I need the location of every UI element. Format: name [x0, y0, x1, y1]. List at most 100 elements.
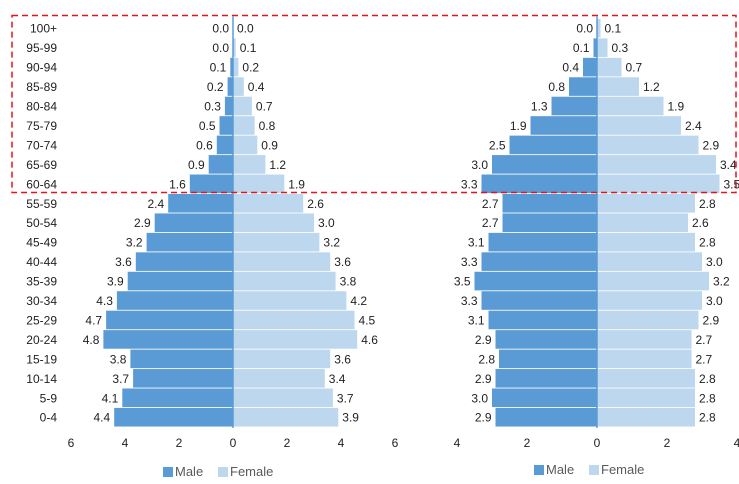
- legend: Male Female: [534, 462, 644, 477]
- value-label-male-50-54: 2.7: [482, 216, 499, 230]
- x-tick-label: 4: [122, 436, 129, 450]
- age-group-label-85-89: 85-89: [26, 80, 57, 94]
- highlight-box-elderly: [11, 14, 737, 194]
- bar-male-80-84: [224, 96, 233, 116]
- bar-male-20-24: [495, 330, 597, 349]
- x-tick-label: 2: [664, 436, 671, 450]
- age-group-label-95-99: 95-99: [26, 41, 57, 55]
- value-label-female-40-44: 3.6: [334, 255, 351, 269]
- value-label-female-55-59: 2.6: [307, 197, 324, 211]
- age-group-label-70-74: 70-74: [26, 138, 57, 152]
- bar-female-10-14: [597, 369, 695, 388]
- value-label-female-75-79: 2.4: [685, 119, 702, 133]
- legend: Male Female: [163, 464, 273, 479]
- value-label-male-55-59: 2.4: [148, 197, 165, 211]
- bar-female-100+: [597, 18, 601, 38]
- bar-female-45-49: [233, 232, 320, 252]
- bar-female-75-79: [233, 116, 255, 135]
- value-label-male-20-24: 4.8: [83, 333, 100, 347]
- x-tick-label: 4: [338, 436, 345, 450]
- legend-label-male: Male: [175, 464, 203, 479]
- bar-male-75-79: [530, 116, 597, 135]
- value-label-male-25-29: 4.7: [85, 313, 102, 327]
- bar-male-5-9: [122, 388, 233, 408]
- bar-male-10-14: [133, 369, 233, 388]
- legend-swatch-male: [534, 465, 544, 475]
- value-label-male-70-74: 0.6: [196, 138, 213, 152]
- value-label-male-60-64: 1.6: [169, 177, 186, 191]
- value-label-female-90-94: 0.2: [242, 61, 259, 75]
- value-label-female-15-19: 2.7: [696, 352, 713, 366]
- legend-label-female: Female: [601, 462, 644, 477]
- legend-label-male: Male: [546, 462, 574, 477]
- value-label-male-95-99: 0.1: [573, 41, 590, 55]
- bar-male-65-69: [208, 155, 233, 174]
- value-label-female-100+: 0.1: [605, 22, 622, 36]
- age-group-label-35-39: 35-39: [26, 275, 57, 289]
- value-label-male-45-49: 3.2: [126, 236, 143, 250]
- bar-female-20-24: [597, 330, 692, 349]
- bar-female-90-94: [597, 57, 622, 77]
- bar-male-5-9: [492, 388, 597, 408]
- bar-female-50-54: [233, 213, 314, 233]
- value-label-female-75-79: 0.8: [259, 119, 276, 133]
- value-label-female-100+: 0.0: [237, 22, 254, 36]
- value-label-male-40-44: 3.6: [115, 255, 132, 269]
- age-group-label-20-24: 20-24: [26, 333, 57, 347]
- bar-male-55-59: [168, 193, 233, 213]
- value-label-male-30-34: 3.3: [461, 294, 478, 308]
- bar-female-30-34: [233, 291, 347, 310]
- age-group-label-50-54: 50-54: [26, 216, 57, 230]
- bar-female-40-44: [233, 252, 331, 271]
- value-label-male-20-24: 2.9: [475, 333, 492, 347]
- bar-male-60-64: [481, 174, 597, 194]
- value-label-female-45-49: 3.2: [323, 236, 340, 250]
- pyramid-chart-left: 4.4 3.9 0-4 4.1 3.7 5-9 3.7 3.4 10-14 3.8 3.6 15-19…: [26, 16, 399, 479]
- value-label-female-0-4: 3.9: [342, 411, 359, 425]
- bar-female-50-54: [597, 213, 688, 233]
- value-label-male-25-29: 3.1: [468, 313, 485, 327]
- bar-female-60-64: [597, 174, 720, 194]
- bar-female-0-4: [597, 407, 695, 427]
- value-label-female-20-24: 4.6: [361, 333, 378, 347]
- value-label-male-80-84: 1.3: [531, 100, 548, 114]
- bar-male-45-49: [488, 232, 597, 252]
- bar-female-15-19: [233, 349, 331, 369]
- value-label-female-85-89: 1.2: [643, 80, 660, 94]
- value-label-male-85-89: 0.8: [548, 80, 565, 94]
- value-label-female-50-54: 3.0: [318, 216, 335, 230]
- bar-male-65-69: [492, 155, 597, 174]
- value-label-female-85-89: 0.4: [248, 80, 265, 94]
- bar-female-25-29: [597, 310, 699, 330]
- x-tick-label: 4: [454, 436, 461, 450]
- bar-male-40-44: [135, 252, 233, 271]
- value-label-female-50-54: 2.6: [692, 216, 709, 230]
- value-label-female-90-94: 0.7: [626, 61, 643, 75]
- value-label-female-10-14: 2.8: [699, 372, 716, 386]
- value-label-male-55-59: 2.7: [482, 197, 499, 211]
- age-group-label-0-4: 0-4: [40, 411, 58, 425]
- age-group-label-75-79: 75-79: [26, 119, 57, 133]
- bar-male-75-79: [219, 116, 233, 135]
- bar-male-30-34: [116, 291, 233, 310]
- bar-female-25-29: [233, 310, 355, 330]
- bar-male-55-59: [502, 193, 597, 213]
- bar-male-85-89: [227, 77, 233, 96]
- bar-male-0-4: [495, 407, 597, 427]
- bar-male-10-14: [495, 369, 597, 388]
- value-label-male-100+: 0.0: [576, 22, 593, 36]
- value-label-female-65-69: 3.4: [720, 158, 737, 172]
- value-label-male-90-94: 0.1: [210, 61, 227, 75]
- value-label-male-90-94: 0.4: [562, 61, 579, 75]
- value-label-male-5-9: 4.1: [102, 391, 119, 405]
- value-label-male-0-4: 2.9: [475, 411, 492, 425]
- bar-female-65-69: [597, 155, 716, 174]
- pyramid-chart-right: 2.9 2.8 3.0 2.8 2.9 2.8 2.8 2.7 2.9 2.7 3.1 2.9 3.3 3…: [454, 16, 739, 477]
- bar-male-95-99: [593, 38, 597, 57]
- age-group-label-100+: 100+: [30, 22, 57, 36]
- value-label-female-80-84: 1.9: [668, 100, 685, 114]
- bar-female-20-24: [233, 330, 358, 349]
- bar-female-0-4: [233, 407, 339, 427]
- value-label-male-75-79: 1.9: [510, 119, 527, 133]
- x-tick-label: 6: [392, 436, 399, 450]
